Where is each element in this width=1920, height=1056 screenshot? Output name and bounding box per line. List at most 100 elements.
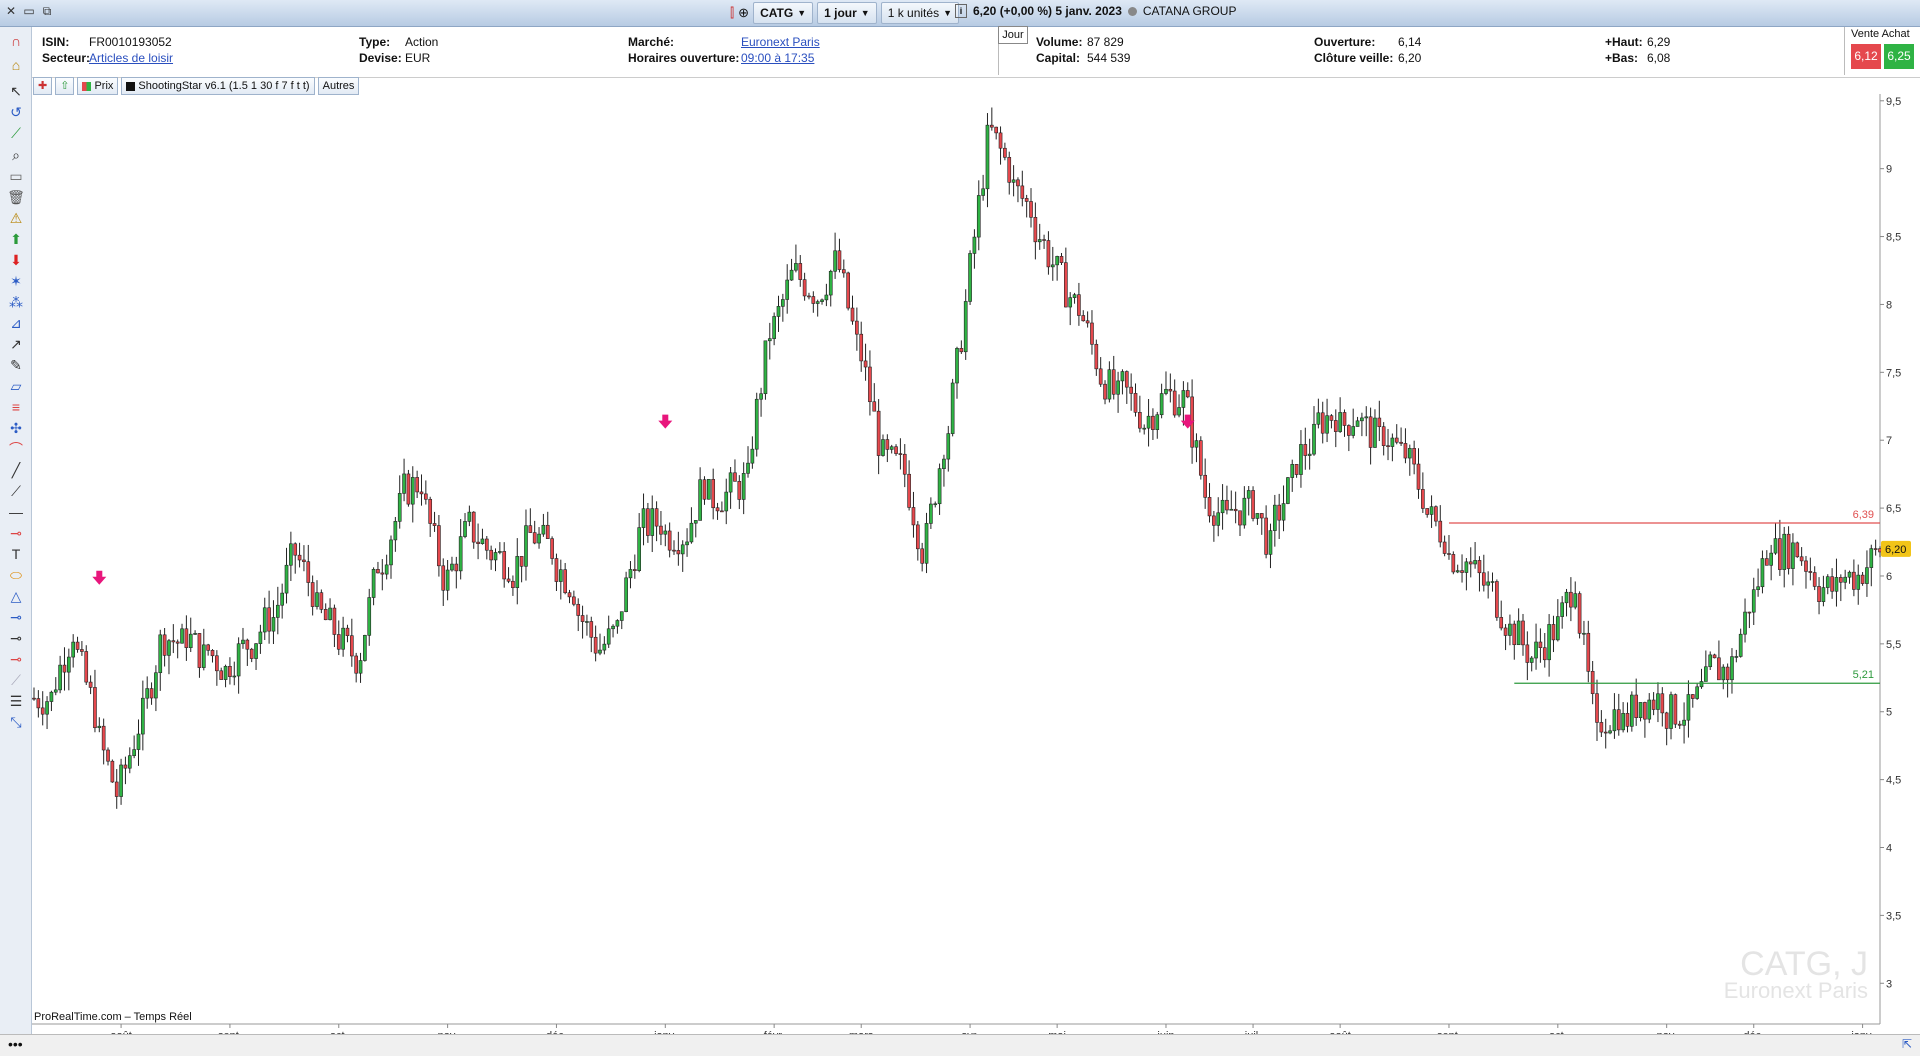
horizontal-ray-red-icon[interactable]: ⊸ [10,651,22,667]
close-icon[interactable]: ✕ [5,4,17,18]
move-up-button[interactable]: ⇧ [55,77,75,95]
candle-body [824,294,829,301]
segment-icon[interactable]: ⟋ [11,483,21,499]
candle-body [1351,426,1356,436]
instrument-icon[interactable]: ⊕ [738,5,750,20]
hours-link[interactable]: 09:00 à 17:35 [741,51,815,65]
candle-body [1355,420,1360,427]
ray-icon[interactable]: ↗ [10,336,22,352]
alert-icon[interactable]: ⚠ [9,210,23,226]
candle-body [1473,560,1477,565]
channel-icon[interactable]: ≡ [11,399,21,415]
candle-body [972,236,977,254]
horizontal-ray-black-icon[interactable]: ⊸ [10,630,22,646]
arc-icon[interactable]: ⌒ [9,441,23,457]
points-icon[interactable]: ✣ [10,420,22,436]
candle-body [1865,567,1869,584]
resize-icon[interactable]: ⤡ [10,714,22,730]
candle-body [458,536,463,572]
wave-icon[interactable]: ⁂ [9,294,23,310]
price-indicator-tab[interactable]: Prix [77,77,119,95]
arrow-up-icon[interactable]: ⬆ [10,231,22,247]
candle-body [1111,369,1116,395]
price-chart[interactable]: 33,544,555,566,577,588,599,5aoûtsept.oct… [32,94,1920,1054]
units-dropdown[interactable]: 1 k unités ▼ [880,2,959,24]
candle-body [1695,686,1699,699]
horizontal-ray-blue-icon[interactable]: ⊸ [10,609,22,625]
horizontal-ray-icon[interactable]: ⊸ [10,525,22,541]
candle-body [193,633,197,635]
candle-body [767,338,772,342]
candle-body [275,604,280,618]
magnet-icon[interactable]: ∩ [10,33,22,49]
candle-body [1873,548,1878,550]
candle-body [1542,647,1547,661]
ellipse-icon[interactable]: ⬭ [10,567,22,583]
buy-button[interactable]: 6,25 [1884,44,1914,69]
candle-body [994,126,999,134]
add-indicator-button[interactable]: ✚ [33,77,53,95]
sell-button[interactable]: 6,12 [1851,44,1881,69]
candle-body [1804,560,1808,572]
candle-body [315,592,319,607]
candle-body [284,564,289,594]
horizontal-line-icon[interactable]: — [9,504,23,520]
fibonacci-levels-icon[interactable]: ☰ [9,693,23,709]
pencil-icon[interactable]: ✎ [10,357,22,373]
candle-body [49,691,54,702]
more-icon[interactable]: ••• [8,1036,23,1052]
line-icon[interactable]: ╱ [11,462,21,478]
candle-body [1277,504,1282,521]
period-dropdown[interactable]: 1 jour ▼ [817,2,877,24]
candle-body [141,697,145,735]
candle-body [498,551,502,553]
trend-icon[interactable]: ⟋ [11,125,21,141]
trash-icon[interactable]: 🗑 [7,189,25,205]
info-icon[interactable]: i [955,4,967,18]
triangle-icon[interactable]: △ [10,588,22,604]
undo-icon[interactable]: ↺ [10,104,22,120]
candle-body [920,548,924,564]
high-value: 6,29 [1647,35,1671,49]
candle-body [188,633,193,648]
chart-type-icon[interactable]: ⫿ [730,5,735,20]
pattern-icon[interactable]: ✶ [10,273,22,289]
candle-body [1852,571,1856,590]
candle-body [424,493,428,500]
minimize-icon[interactable]: ▭ [23,4,35,18]
candle-body [1442,541,1447,554]
candle-body [1651,699,1656,710]
candle-body [1569,591,1573,608]
symbol-label: CATG [760,6,794,20]
rectangle-icon[interactable]: ▱ [10,378,22,394]
ruler-icon[interactable]: ▭ [9,168,23,184]
autres-button[interactable]: Autres [317,77,360,95]
candle-body [175,641,180,644]
candle-body [1259,513,1264,519]
candle-body [1107,369,1112,400]
text-icon[interactable]: T [11,546,21,562]
y-tick-label: 9,5 [1886,96,1901,108]
candle-body [119,764,123,797]
candle-body [715,507,720,512]
symbol-dropdown[interactable]: CATG ▼ [753,2,814,24]
market-link[interactable]: Euronext Paris [741,35,820,49]
restore-icon[interactable]: ⧉ [42,4,52,18]
candle-body [267,607,271,632]
candle-body [1756,586,1760,590]
lock-icon[interactable]: ⌂ [11,57,21,73]
shootingstar-indicator-tab[interactable]: ShootingStar v6.1 (1.5 1 30 f 7 f t t) [121,77,315,95]
sector-link[interactable]: Articles de loisir [89,51,174,65]
scroll-end-icon[interactable]: ⇱ [1901,1037,1912,1051]
candle-body [1508,623,1512,636]
tab-jour[interactable]: Jour [998,26,1028,44]
candle-body [807,295,811,298]
candle-body [367,597,372,636]
candle-body [1303,444,1308,456]
prev-close-value: 6,20 [1398,51,1422,65]
zoom-icon[interactable]: ⌕ [12,147,20,163]
arrow-down-icon[interactable]: ⬇ [10,252,22,268]
cursor-icon[interactable]: ↖ [10,83,22,99]
fibonacci-icon[interactable]: ⊿ [10,315,22,331]
candle-body [1468,561,1473,565]
